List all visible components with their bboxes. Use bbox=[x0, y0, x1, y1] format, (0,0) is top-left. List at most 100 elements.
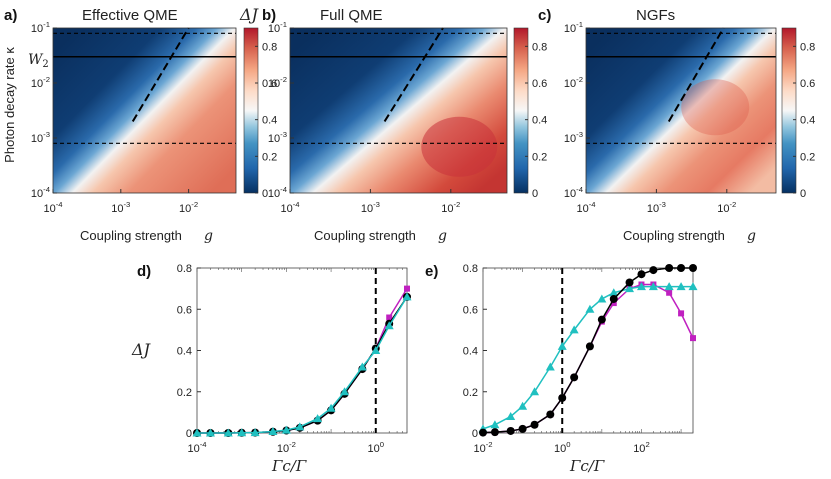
colorbar-label: ΔJ bbox=[239, 5, 260, 24]
data-point bbox=[357, 362, 367, 371]
series-triangle bbox=[478, 282, 698, 433]
xtick-label: 10-2 bbox=[441, 200, 460, 215]
lineplot-d: 0 0.2 0.4 0.6 0.8 10-4 10-2 100 bbox=[177, 263, 412, 455]
panel-title-b: Full QME bbox=[320, 7, 383, 24]
colorbar-tick-label: 0.6 bbox=[532, 78, 547, 90]
heatmap-frame bbox=[52, 27, 237, 194]
line-ylabel: ΔJ bbox=[131, 340, 152, 359]
ytick-label: 0.8 bbox=[463, 263, 478, 275]
panel-label-c: c) bbox=[538, 7, 551, 24]
data-point bbox=[597, 294, 607, 303]
data-point bbox=[688, 282, 698, 291]
data-point bbox=[545, 362, 555, 371]
heatmap-peak-region bbox=[421, 116, 498, 177]
line-xlabel-d: Γc/Γ bbox=[271, 457, 307, 475]
heatmap-xlabel-a: Coupling strength g bbox=[80, 228, 213, 244]
ytick-label: 10-2 bbox=[564, 75, 583, 90]
data-point bbox=[637, 270, 646, 279]
xtick-label: 102 bbox=[633, 440, 650, 455]
xtick-label: 10-2 bbox=[717, 200, 736, 215]
data-point bbox=[295, 422, 305, 431]
colorbar-tick-label: 0.2 bbox=[532, 151, 547, 163]
data-point bbox=[384, 321, 394, 330]
data-point bbox=[676, 282, 686, 291]
xtick-label: 10-2 bbox=[473, 440, 492, 455]
data-point bbox=[340, 387, 350, 396]
xtick-label: 10-3 bbox=[647, 200, 666, 215]
data-point bbox=[666, 289, 673, 296]
data-point bbox=[557, 341, 567, 350]
colorbar-tick-label: 0.4 bbox=[262, 115, 277, 127]
xlabel-var-a: g bbox=[204, 228, 213, 244]
data-point bbox=[530, 387, 540, 396]
xtick-label: 100 bbox=[367, 440, 384, 455]
data-point bbox=[506, 426, 515, 435]
series-circle bbox=[479, 264, 697, 437]
heatmap-field bbox=[586, 28, 776, 193]
colorbar bbox=[243, 27, 259, 194]
xtick-label: 10-3 bbox=[361, 200, 380, 215]
colorbar-tick-label: 0 bbox=[532, 188, 538, 200]
ytick-label: 0.6 bbox=[177, 304, 192, 316]
ytick-label: 0.2 bbox=[463, 387, 478, 399]
data-point bbox=[404, 285, 410, 292]
data-point bbox=[479, 428, 487, 437]
data-point bbox=[268, 427, 278, 436]
data-point bbox=[530, 420, 539, 429]
data-point bbox=[237, 428, 247, 437]
ytick-label: 0.4 bbox=[463, 346, 478, 358]
data-point bbox=[326, 403, 336, 412]
xtick-label: 10-2 bbox=[277, 440, 296, 455]
data-point bbox=[250, 428, 260, 437]
ytick-label: 0 bbox=[472, 428, 478, 440]
diagonal-dashed-line bbox=[667, 27, 725, 122]
colorbar-tick-label: 0.4 bbox=[532, 115, 547, 127]
data-point bbox=[665, 264, 674, 272]
xlabel-text-c: Coupling strength bbox=[623, 228, 725, 243]
colorbar bbox=[781, 27, 797, 194]
data-point bbox=[678, 310, 685, 317]
data-point bbox=[402, 292, 412, 301]
data-point bbox=[558, 393, 567, 402]
heatmap-frame bbox=[585, 27, 777, 194]
panel-title-a: Effective QME bbox=[82, 7, 178, 24]
data-point bbox=[625, 284, 635, 293]
heatmap-c: 10-4 10-3 10-2 10-1 10-4 10-3 10-2 0 0.2 0.4 0.6 0.… bbox=[564, 20, 815, 215]
ytick-label: 10-2 bbox=[268, 75, 287, 90]
heatmap-ylabel: Photon decay rate κ bbox=[2, 47, 17, 163]
data-point bbox=[371, 346, 381, 354]
data-point bbox=[506, 412, 516, 420]
plot-frame bbox=[196, 267, 408, 434]
heatmap-xlabel-c: Coupling strength g bbox=[623, 228, 756, 244]
xtick-label: 10-4 bbox=[187, 440, 207, 455]
colorbar-tick-label: 0.2 bbox=[800, 151, 815, 163]
colorbar-tick-label: 0.6 bbox=[800, 78, 815, 90]
data-point bbox=[664, 282, 674, 291]
data-point bbox=[585, 304, 595, 313]
xtick-label: 100 bbox=[554, 440, 571, 455]
panel-label-e: e) bbox=[425, 263, 438, 280]
data-point bbox=[490, 420, 500, 429]
heatmap-xlabel-b: Coupling strength g bbox=[314, 228, 447, 244]
data-point bbox=[609, 294, 618, 303]
data-point bbox=[223, 428, 233, 437]
data-point bbox=[569, 325, 579, 334]
colorbar-tick-label: 0.8 bbox=[532, 41, 547, 53]
xtick-label: 10-4 bbox=[43, 200, 63, 215]
heatmap-frame bbox=[289, 27, 508, 194]
data-point bbox=[677, 264, 686, 272]
panel-label-d: d) bbox=[137, 263, 151, 280]
xtick-label: 10-2 bbox=[179, 200, 198, 215]
ytick-label: 10-1 bbox=[564, 20, 583, 35]
xlabel-var-b: g bbox=[438, 228, 447, 244]
data-point bbox=[546, 410, 555, 419]
colorbar-tick-label: 0.8 bbox=[800, 41, 815, 53]
data-point bbox=[610, 300, 617, 307]
ytick-label: 10-1 bbox=[31, 20, 50, 35]
ytick-label: 0 bbox=[186, 428, 192, 440]
colorbar-tick-label: 0.8 bbox=[262, 41, 277, 53]
heatmap-peak-region bbox=[681, 79, 750, 136]
xtick-label: 10-3 bbox=[111, 200, 130, 215]
xlabel-text-b: Coupling strength bbox=[314, 228, 416, 243]
